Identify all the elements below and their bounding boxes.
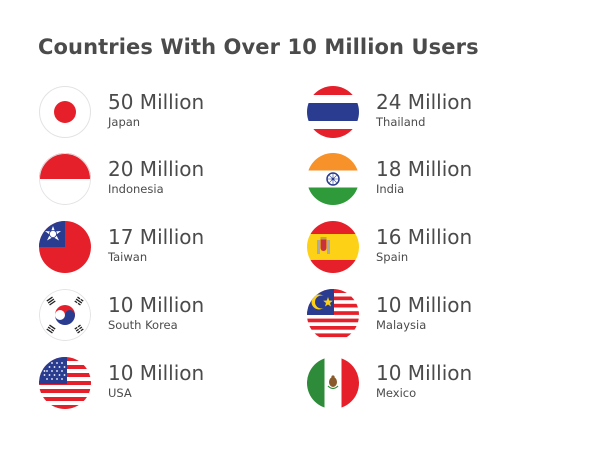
taiwan-flag-icon	[39, 221, 91, 273]
entry-value: 10 Million	[376, 361, 473, 385]
entry-japan: 50 Million Japan	[39, 86, 279, 142]
entry-south-korea: 10 Million South Korea	[39, 289, 279, 345]
entry-thailand: 24 Million Thailand	[307, 86, 547, 142]
entry-value: 16 Million	[376, 225, 473, 249]
entry-value: 50 Million	[108, 90, 205, 114]
entry-india: 18 Million India	[307, 153, 547, 209]
usa-flag-icon	[39, 357, 91, 409]
entry-value: 10 Million	[108, 293, 205, 317]
south-korea-flag-icon	[39, 289, 91, 341]
entry-indonesia: 20 Million Indonesia	[39, 153, 279, 209]
entry-country: Taiwan	[108, 250, 148, 264]
entry-country: Spain	[376, 250, 409, 264]
entry-value: 17 Million	[108, 225, 205, 249]
entry-spain: 16 Million Spain	[307, 221, 547, 277]
entry-usa: 10 Million USA	[39, 357, 279, 413]
entry-mexico: 10 Million Mexico	[307, 357, 547, 413]
entry-country: Mexico	[376, 386, 417, 400]
entry-country: USA	[108, 386, 132, 400]
entry-country: South Korea	[108, 318, 178, 332]
japan-flag-icon	[39, 86, 91, 138]
entry-value: 10 Million	[376, 293, 473, 317]
entry-country: Malaysia	[376, 318, 427, 332]
entry-malaysia: 10 Million Malaysia	[307, 289, 547, 345]
entry-value: 20 Million	[108, 157, 205, 181]
entry-country: India	[376, 182, 405, 196]
spain-flag-icon	[307, 221, 359, 273]
entry-country: Indonesia	[108, 182, 164, 196]
entry-country: Japan	[108, 115, 141, 129]
entry-value: 18 Million	[376, 157, 473, 181]
malaysia-flag-icon	[307, 289, 359, 341]
entry-value: 24 Million	[376, 90, 473, 114]
entry-taiwan: 17 Million Taiwan	[39, 221, 279, 277]
page-title: Countries With Over 10 Million Users	[38, 35, 479, 59]
entry-value: 10 Million	[108, 361, 205, 385]
india-flag-icon	[307, 153, 359, 205]
entry-country: Thailand	[376, 115, 426, 129]
indonesia-flag-icon	[39, 153, 91, 205]
thailand-flag-icon	[307, 86, 359, 138]
mexico-flag-icon	[307, 357, 359, 409]
